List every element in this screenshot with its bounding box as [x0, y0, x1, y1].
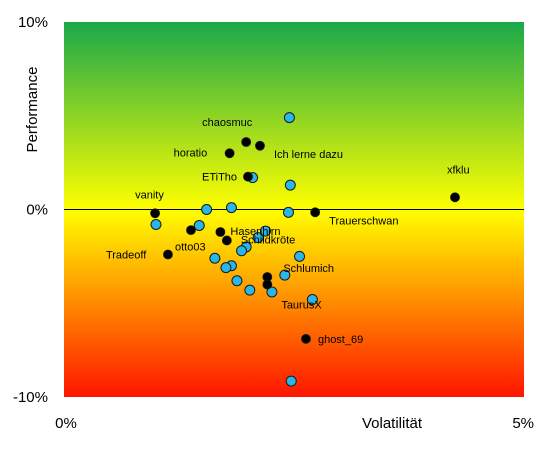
- data-point-blue: [259, 225, 271, 237]
- point-labels: xfklu chaosmuc Ich lerne dazu horatio ETiTho…: [106, 117, 470, 346]
- data-point-black: [186, 225, 196, 236]
- data-point-blue: [220, 262, 232, 274]
- data-point-black: [255, 140, 265, 151]
- data-point-blue: [283, 112, 295, 124]
- data-point-blue: [285, 375, 297, 387]
- series-black-points: [150, 137, 460, 344]
- data-point-label: ghost_69: [318, 334, 363, 346]
- data-point-label: Schlumich: [283, 263, 334, 275]
- data-point-blue: [282, 206, 294, 218]
- x-axis-title: Volatilität: [362, 415, 423, 432]
- data-point-label: Tradeoff: [106, 250, 147, 262]
- data-point-blue: [244, 284, 256, 296]
- data-point-label: otto03: [175, 241, 206, 253]
- data-point-label: Schildkröte: [241, 234, 295, 246]
- y-axis-title: Performance: [24, 67, 41, 153]
- data-point-blue: [231, 275, 243, 287]
- y-tick-label: -10%: [13, 389, 48, 406]
- tick-labels: 10% 0% -10% 0% 5%: [13, 14, 534, 432]
- data-point-black: [243, 171, 253, 182]
- data-point-black: [262, 279, 273, 290]
- data-point-black: [450, 192, 460, 203]
- data-point-blue: [284, 179, 296, 191]
- x-tick-label: 0%: [55, 415, 77, 432]
- data-point-blue: [209, 252, 221, 264]
- data-point-blue: [252, 232, 264, 244]
- data-point-blue: [279, 269, 291, 281]
- data-point-blue: [266, 286, 278, 298]
- data-point-label: Hasenhirn: [230, 226, 280, 238]
- data-point-black: [215, 227, 226, 237]
- data-point-label: vanity: [135, 189, 164, 201]
- data-point-blue: [225, 202, 237, 214]
- data-point-label: ETiTho: [202, 172, 237, 184]
- data-point-black: [224, 148, 235, 159]
- data-point-label: xfklu: [447, 164, 470, 176]
- data-point-label: TaurusX: [281, 300, 322, 312]
- data-point-blue: [306, 294, 318, 305]
- data-point-label: chaosmuc: [202, 117, 253, 129]
- data-point-label: Trauerschwan: [329, 215, 398, 227]
- data-point-label: horatio: [174, 147, 208, 159]
- x-tick-label: 5%: [512, 415, 534, 432]
- y-tick-label: 10%: [18, 14, 48, 31]
- data-point-blue: [150, 219, 162, 230]
- y-tick-label: 0%: [26, 202, 48, 219]
- data-point-black: [301, 333, 311, 344]
- data-point-blue: [193, 219, 205, 231]
- data-point-blue: [236, 245, 248, 257]
- series-blue-points: [150, 112, 318, 387]
- data-point-black: [150, 208, 160, 219]
- data-point-black: [241, 137, 252, 147]
- data-point-black: [221, 235, 232, 246]
- data-point-blue: [294, 250, 306, 262]
- data-point-black: [310, 207, 321, 218]
- data-point-label: Ich lerne dazu: [274, 149, 343, 161]
- data-point-black: [163, 249, 173, 260]
- data-point-blue: [201, 204, 213, 215]
